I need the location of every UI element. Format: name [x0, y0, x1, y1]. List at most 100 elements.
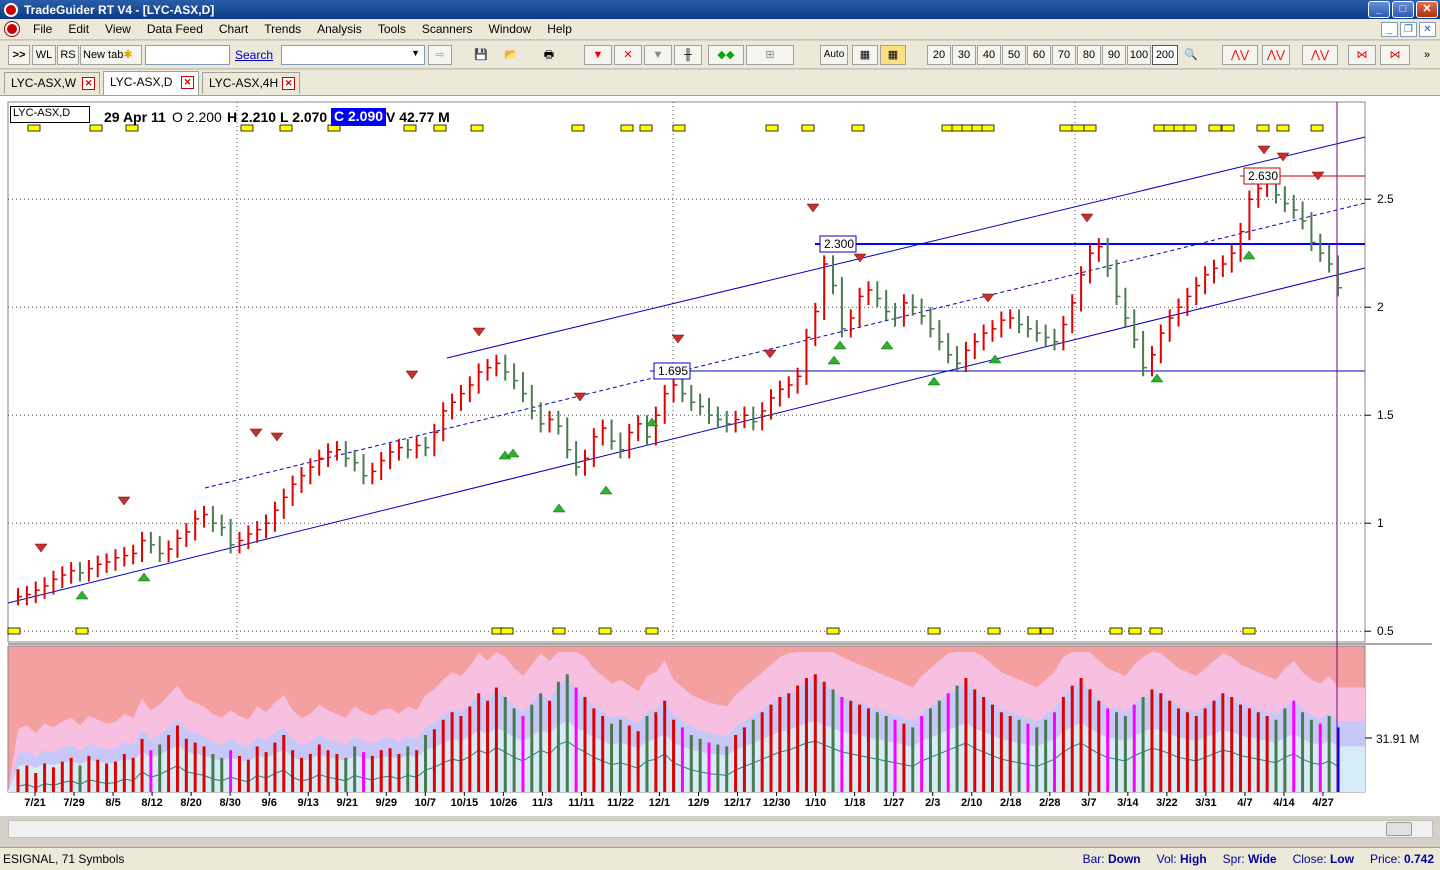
- minimize-button[interactable]: _: [1368, 1, 1390, 18]
- menu-analysis[interactable]: Analysis: [317, 22, 362, 36]
- menu-view[interactable]: View: [105, 22, 131, 36]
- zoom-30-button[interactable]: 30: [952, 45, 976, 65]
- new-tab-label: New tab: [83, 49, 124, 61]
- event-marker-bottom: [500, 627, 514, 635]
- search-dropdown[interactable]: ▼: [281, 45, 425, 65]
- crossed-arrows-icon[interactable]: ✕: [614, 45, 642, 65]
- zoom-60-button[interactable]: 60: [1027, 45, 1051, 65]
- layout-grid-icon[interactable]: ⊞: [746, 45, 794, 65]
- x-axis-label: 12/30: [763, 797, 791, 809]
- channel-lower-line[interactable]: [7, 267, 1366, 604]
- zoom-50-button[interactable]: 50: [1002, 45, 1026, 65]
- buy-signal-triangle: [1242, 250, 1256, 260]
- search-link[interactable]: Search: [235, 48, 274, 62]
- trend-tool-3-icon[interactable]: ⋀⋁: [1302, 45, 1338, 65]
- chevron-down-icon: ▼: [411, 48, 420, 58]
- save-icon[interactable]: 💾: [474, 49, 488, 61]
- document-logo-icon[interactable]: [5, 22, 19, 36]
- buy-signal-triangle: [599, 485, 613, 495]
- menu-chart[interactable]: Chart: [218, 22, 249, 36]
- event-marker-bottom: [645, 627, 659, 635]
- price-chart[interactable]: 2.5 2 1.5 1 0.5 7/21 7/29 8/5 8/12 8/20 8/30 9/6 9/1…: [0, 96, 1440, 816]
- symbol-box[interactable]: LYC-ASX,D: [10, 106, 90, 123]
- new-tab-button[interactable]: New tab✱: [80, 45, 142, 65]
- event-marker-top: [279, 124, 293, 132]
- event-marker-top: [1310, 124, 1324, 132]
- mdi-close-button[interactable]: ✕: [1419, 22, 1436, 37]
- zoom-70-button[interactable]: 70: [1052, 45, 1076, 65]
- highlight-table-icon[interactable]: ▦: [880, 45, 906, 65]
- close-tab-icon[interactable]: ✕: [181, 76, 194, 89]
- buy-signal-triangle: [552, 503, 566, 513]
- zoom-80-button[interactable]: 80: [1077, 45, 1101, 65]
- trend-tool-4-icon[interactable]: ⋈: [1348, 45, 1376, 65]
- zoom-90-button[interactable]: 90: [1102, 45, 1126, 65]
- mdi-minimize-button[interactable]: _: [1381, 22, 1398, 37]
- event-marker-top: [1256, 124, 1270, 132]
- trend-tool-1-icon[interactable]: ⋀⋁: [1222, 45, 1258, 65]
- event-marker-top: [403, 124, 417, 132]
- tab-lyc-asx-w[interactable]: LYC-ASX,W ✕: [4, 72, 100, 94]
- buy-signal-triangle: [827, 355, 841, 365]
- zoom-200-button[interactable]: 200: [1152, 45, 1178, 65]
- toolbar-overflow-icon[interactable]: »: [1423, 49, 1431, 61]
- event-marker-top: [1208, 124, 1222, 132]
- menu-window[interactable]: Window: [488, 22, 532, 36]
- watchlist-button[interactable]: WL: [32, 45, 56, 65]
- x-axis-label: 2/10: [961, 797, 982, 809]
- go-arrow-icon[interactable]: ⇨: [428, 45, 452, 65]
- sell-signal-triangle: [671, 334, 685, 344]
- grey-arrow-tool-icon[interactable]: ▼: [644, 45, 672, 65]
- x-axis-label: 12/1: [649, 797, 670, 809]
- channel-upper-line[interactable]: [446, 136, 1366, 359]
- menu-trends[interactable]: Trends: [264, 22, 302, 36]
- symbol-input[interactable]: [145, 45, 230, 65]
- indicator-dots-icon[interactable]: ◆◆: [708, 45, 744, 65]
- tab-lyc-asx-4h[interactable]: LYC-ASX,4H ✕: [202, 72, 300, 94]
- horizontal-scrollbar[interactable]: [8, 820, 1433, 838]
- scrollbar-thumb[interactable]: [1386, 822, 1412, 836]
- tab-label: LYC-ASX,W: [11, 76, 77, 90]
- auto-scale-button[interactable]: Auto: [820, 45, 848, 65]
- menu-scanners[interactable]: Scanners: [421, 22, 473, 36]
- trend-tool-5-icon[interactable]: ⋈: [1380, 45, 1410, 65]
- price-label-1695: 1.695: [658, 364, 688, 378]
- x-axis-label: 8/30: [219, 797, 240, 809]
- event-marker-bottom: [987, 627, 1001, 635]
- bar-chart-type-icon[interactable]: ╫: [674, 45, 702, 65]
- down-arrow-tool-icon[interactable]: ▼: [584, 45, 612, 65]
- rs-button[interactable]: RS: [57, 45, 79, 65]
- x-axis-label: 10/7: [415, 797, 436, 809]
- trend-tool-2-icon[interactable]: ⋀⋁: [1262, 45, 1290, 65]
- sell-signal-triangle: [981, 293, 995, 303]
- menu-tools[interactable]: Tools: [377, 22, 406, 36]
- maximize-button[interactable]: □: [1392, 1, 1414, 18]
- magnifier-icon[interactable]: 🔍: [1184, 49, 1198, 61]
- print-icon[interactable]: 🖶: [543, 49, 555, 61]
- open-folder-icon[interactable]: 📂: [504, 49, 518, 61]
- event-marker-bottom: [1109, 627, 1123, 635]
- menu-help[interactable]: Help: [547, 22, 572, 36]
- expand-icon[interactable]: >>: [8, 45, 30, 65]
- close-tab-icon[interactable]: ✕: [282, 77, 295, 90]
- table-icon[interactable]: ▦: [852, 45, 878, 65]
- zoom-20-button[interactable]: 20: [927, 45, 951, 65]
- spr-status-value: Wide: [1248, 852, 1277, 866]
- menu-bar: File Edit View Data Feed Chart Trends An…: [0, 19, 1440, 40]
- menu-file[interactable]: File: [33, 22, 53, 36]
- x-axis-label: 1/18: [844, 797, 865, 809]
- zoom-100-button[interactable]: 100: [1127, 45, 1151, 65]
- sell-signal-triangle: [249, 428, 263, 438]
- mdi-restore-button[interactable]: ❐: [1400, 22, 1417, 37]
- menu-edit[interactable]: Edit: [68, 22, 90, 36]
- zoom-40-button[interactable]: 40: [977, 45, 1001, 65]
- chart-panel[interactable]: 2.5 2 1.5 1 0.5 7/21 7/29 8/5 8/12 8/20 8/30 9/6 9/1…: [0, 96, 1440, 816]
- event-marker-bottom: [1027, 627, 1041, 635]
- close-tab-icon[interactable]: ✕: [82, 77, 95, 90]
- x-axis-label: 9/13: [298, 797, 319, 809]
- quote-high: H 2.210: [227, 109, 277, 125]
- sell-signal-triangle: [270, 432, 284, 442]
- close-window-button[interactable]: ✕: [1416, 1, 1438, 18]
- tab-lyc-asx-d[interactable]: LYC-ASX,D ✕: [103, 71, 199, 95]
- menu-data-feed[interactable]: Data Feed: [146, 22, 203, 36]
